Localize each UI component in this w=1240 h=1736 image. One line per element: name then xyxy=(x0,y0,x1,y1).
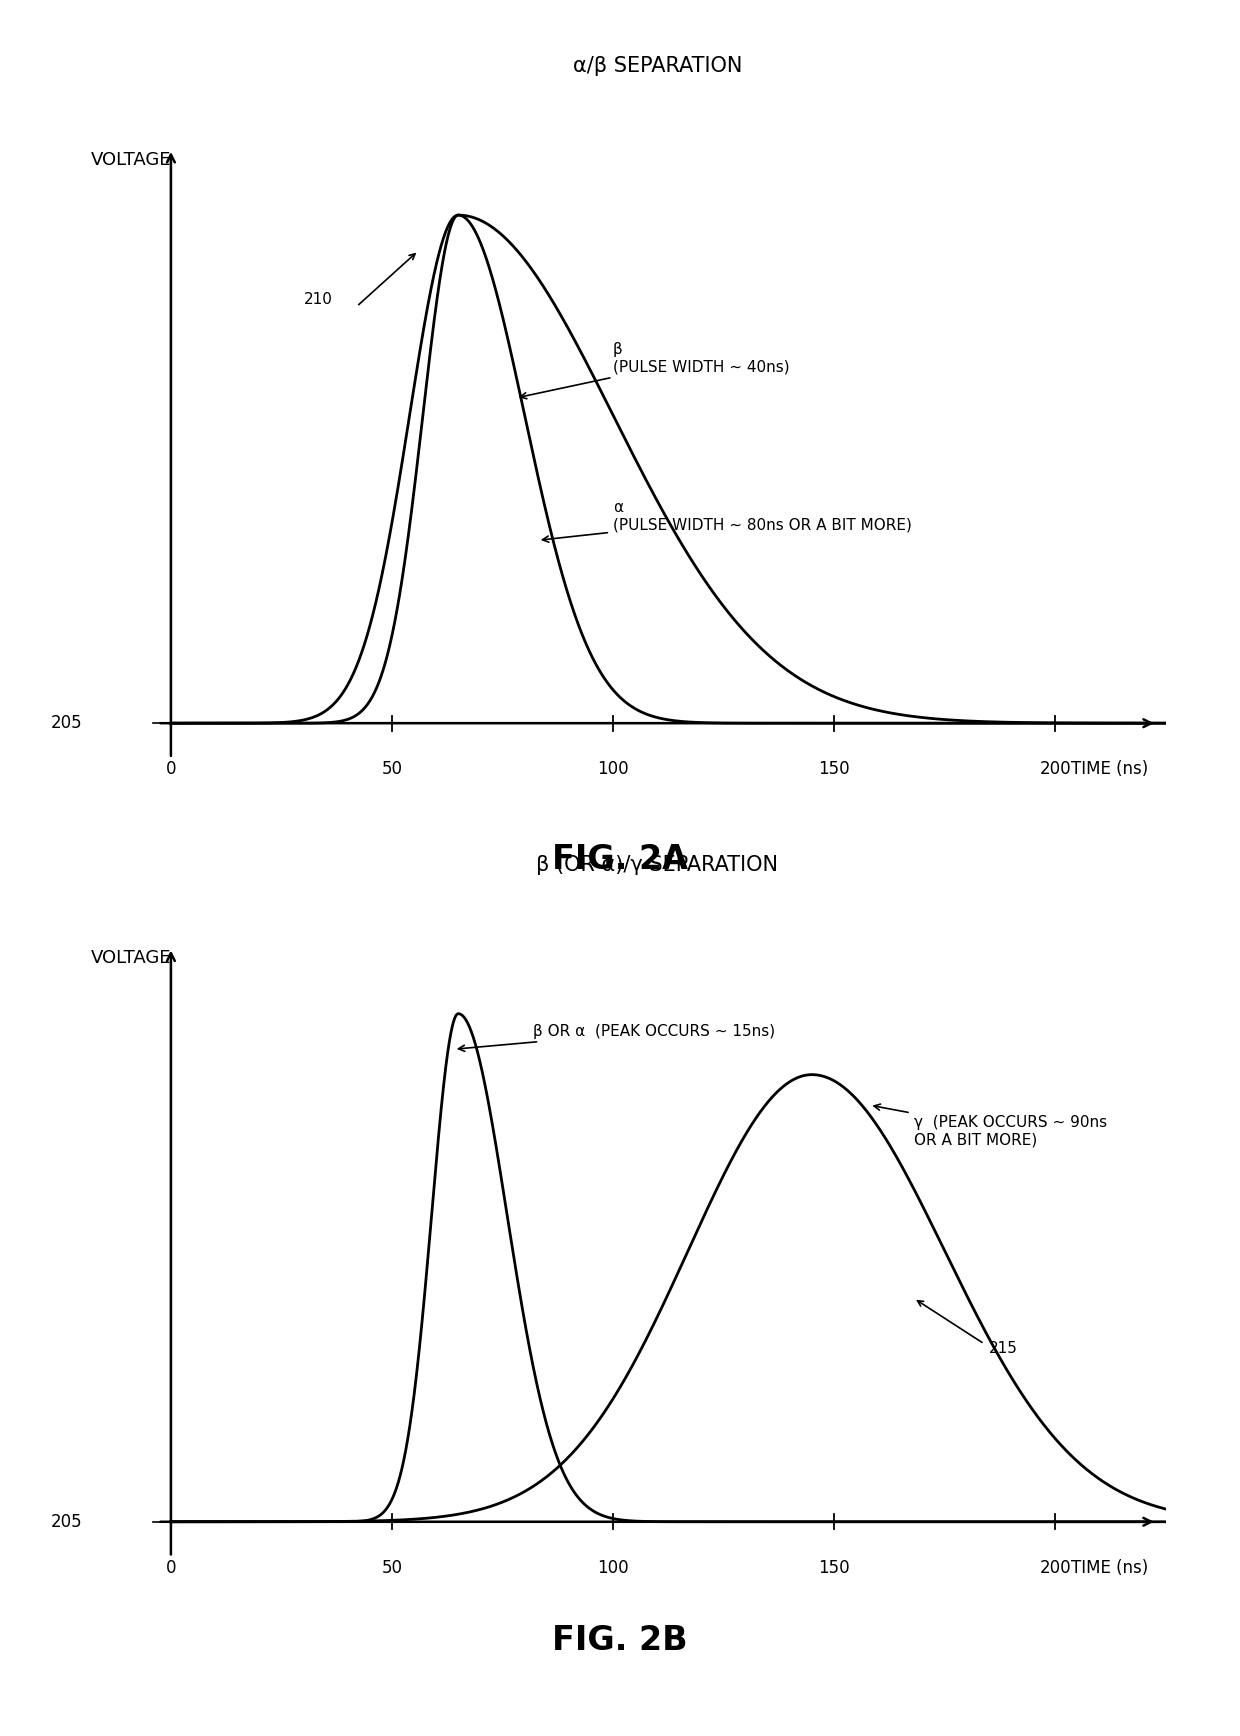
Text: β OR α  (PEAK OCCURS ~ 15ns): β OR α (PEAK OCCURS ~ 15ns) xyxy=(459,1024,775,1052)
Text: 0: 0 xyxy=(166,760,176,778)
Text: 210: 210 xyxy=(304,292,332,307)
Text: α
(PULSE WIDTH ~ 80ns OR A BIT MORE): α (PULSE WIDTH ~ 80ns OR A BIT MORE) xyxy=(542,500,911,542)
Text: 50: 50 xyxy=(382,760,403,778)
Text: VOLTAGE: VOLTAGE xyxy=(92,151,172,168)
Text: β (OR α)/γ SEPARATION: β (OR α)/γ SEPARATION xyxy=(536,854,779,875)
Text: 100: 100 xyxy=(598,760,629,778)
Text: 215: 215 xyxy=(988,1342,1018,1356)
Text: 205: 205 xyxy=(51,713,83,733)
Text: α/β SEPARATION: α/β SEPARATION xyxy=(573,56,742,76)
Text: 150: 150 xyxy=(818,760,849,778)
Text: FIG. 2A: FIG. 2A xyxy=(552,842,688,877)
Text: 150: 150 xyxy=(818,1559,849,1576)
Text: γ  (PEAK OCCURS ~ 90ns
OR A BIT MORE): γ (PEAK OCCURS ~ 90ns OR A BIT MORE) xyxy=(874,1104,1107,1147)
Text: 200: 200 xyxy=(1039,1559,1071,1576)
Text: TIME (ns): TIME (ns) xyxy=(1070,760,1148,778)
Text: 200: 200 xyxy=(1039,760,1071,778)
Text: β
(PULSE WIDTH ~ 40ns): β (PULSE WIDTH ~ 40ns) xyxy=(521,342,790,399)
Text: TIME (ns): TIME (ns) xyxy=(1070,1559,1148,1576)
Text: VOLTAGE: VOLTAGE xyxy=(92,950,172,967)
Text: 0: 0 xyxy=(166,1559,176,1576)
Text: FIG. 2B: FIG. 2B xyxy=(552,1623,688,1658)
Text: 205: 205 xyxy=(51,1512,83,1531)
Text: 100: 100 xyxy=(598,1559,629,1576)
Text: 50: 50 xyxy=(382,1559,403,1576)
